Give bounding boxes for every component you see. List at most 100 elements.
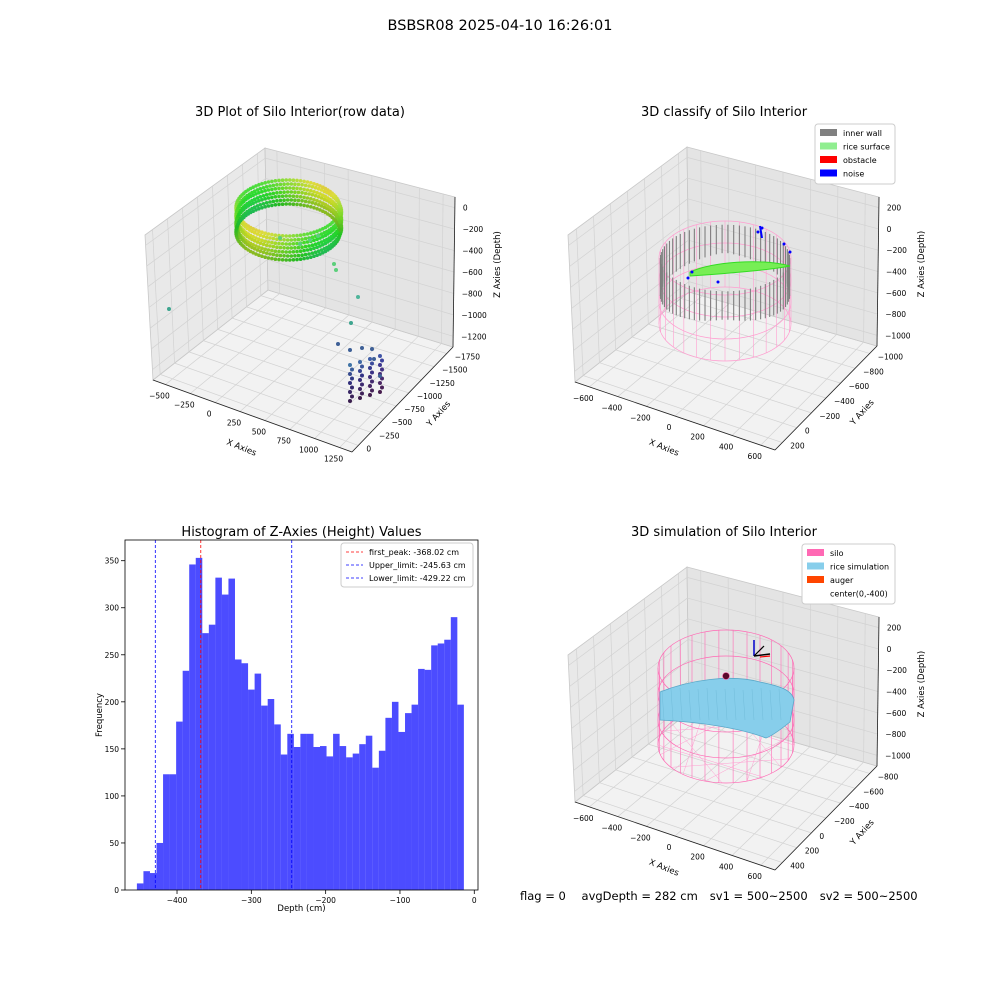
raw-point bbox=[295, 178, 299, 183]
raw-point bbox=[368, 375, 372, 379]
raw-point bbox=[260, 182, 264, 186]
raw-point bbox=[348, 363, 352, 367]
raw-point bbox=[348, 399, 352, 403]
raw-point bbox=[280, 186, 285, 190]
raw-point bbox=[282, 190, 286, 194]
x-gridline bbox=[289, 328, 396, 430]
raw-point bbox=[291, 258, 296, 262]
raw-point bbox=[319, 196, 324, 200]
z-tick-label: −1000 bbox=[885, 751, 911, 760]
raw-point bbox=[298, 195, 303, 199]
raw-point bbox=[309, 231, 313, 235]
raw-point bbox=[251, 193, 255, 197]
raw-point bbox=[282, 198, 286, 202]
raw-point bbox=[309, 197, 313, 201]
raw-point bbox=[271, 191, 276, 196]
raw-point bbox=[263, 247, 268, 251]
raw-point bbox=[302, 195, 306, 200]
raw-point bbox=[264, 243, 269, 247]
z-tick-label: −200 bbox=[463, 225, 484, 234]
y-gridline bbox=[631, 336, 827, 399]
raw-point bbox=[300, 191, 304, 195]
raw-point bbox=[264, 235, 269, 239]
y-tick-label: 200 bbox=[790, 442, 805, 451]
raw-point bbox=[270, 256, 274, 261]
raw-point bbox=[318, 208, 322, 212]
raw-point bbox=[254, 252, 258, 256]
x-tick-label: −200 bbox=[630, 833, 651, 842]
raw-point bbox=[289, 246, 294, 250]
z-gridline bbox=[265, 198, 455, 251]
raw-point bbox=[368, 366, 372, 370]
x-tick-label: −200 bbox=[315, 896, 336, 905]
raw-point bbox=[255, 188, 260, 192]
y-gridline bbox=[631, 756, 827, 819]
raw-point bbox=[251, 201, 255, 205]
x-tick-label: 1000 bbox=[299, 446, 318, 455]
y-gridline bbox=[599, 362, 797, 429]
raw-point bbox=[360, 364, 364, 369]
raw-point bbox=[310, 201, 315, 205]
raw-point bbox=[350, 394, 354, 399]
raw-point bbox=[339, 224, 344, 228]
rice-mesh bbox=[679, 687, 683, 721]
y-gridline bbox=[615, 769, 812, 834]
raw-point bbox=[251, 185, 255, 189]
raw-point bbox=[268, 192, 272, 196]
y-tick-label: −400 bbox=[849, 802, 870, 811]
raw-point bbox=[258, 249, 263, 253]
raw-point bbox=[254, 184, 258, 188]
histogram-bar bbox=[202, 633, 209, 890]
y-axis-line bbox=[774, 765, 878, 871]
histogram-bar bbox=[431, 645, 438, 890]
x-tick-label: −600 bbox=[573, 394, 594, 403]
raw-point bbox=[300, 199, 304, 203]
raw-point bbox=[282, 182, 286, 186]
z-tick-label: −200 bbox=[886, 666, 907, 675]
raw-point bbox=[334, 268, 338, 272]
raw-point bbox=[288, 186, 292, 190]
rice-mesh bbox=[661, 689, 665, 721]
raw-point bbox=[302, 187, 306, 192]
histogram-bar bbox=[136, 883, 144, 890]
raw-point bbox=[300, 245, 304, 249]
histogram-bar bbox=[444, 639, 451, 890]
raw-point bbox=[315, 207, 319, 211]
raw-point bbox=[273, 203, 278, 207]
raw-point bbox=[285, 246, 290, 250]
auger-y bbox=[753, 645, 765, 657]
z-gridline bbox=[265, 157, 455, 209]
raw-point bbox=[338, 212, 342, 216]
z-tick-label: 0 bbox=[887, 645, 892, 654]
raw-point bbox=[258, 233, 263, 237]
raw-point bbox=[266, 204, 271, 208]
raw-point bbox=[263, 255, 268, 259]
z-gridline bbox=[687, 157, 879, 208]
raw-point bbox=[296, 198, 301, 203]
y-gridline bbox=[160, 374, 359, 446]
raw-point bbox=[275, 245, 279, 249]
raw-point bbox=[264, 251, 269, 255]
raw-point bbox=[254, 200, 258, 204]
z-gridline bbox=[687, 198, 879, 251]
raw-point bbox=[254, 244, 258, 248]
raw-point bbox=[321, 251, 325, 255]
noise-cluster bbox=[759, 225, 763, 239]
y-tick-label: 250 bbox=[105, 651, 120, 660]
raw-point bbox=[296, 253, 301, 258]
avg-depth-value: avgDepth = 282 cm bbox=[581, 889, 698, 903]
x-gridline bbox=[264, 321, 373, 421]
histogram-bar bbox=[411, 704, 419, 890]
y-tick-label: −200 bbox=[819, 412, 840, 421]
y-axis-label: Frequency bbox=[95, 693, 105, 737]
x-tick-label: 500 bbox=[252, 428, 267, 437]
raw-point bbox=[358, 396, 362, 400]
raw-point bbox=[305, 232, 310, 236]
histogram-bar bbox=[169, 774, 177, 890]
y-tick-label: 0 bbox=[366, 444, 371, 453]
raw-point bbox=[263, 205, 268, 209]
raw-point bbox=[315, 191, 319, 195]
legend-swatch bbox=[807, 576, 824, 583]
raw-point bbox=[285, 198, 290, 202]
raw-point bbox=[280, 250, 285, 254]
